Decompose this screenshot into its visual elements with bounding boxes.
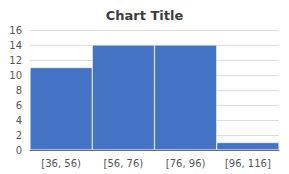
svg-text:16: 16 <box>9 25 22 36</box>
svg-text:Chart Title: Chart Title <box>106 8 184 23</box>
svg-text:10: 10 <box>9 70 22 81</box>
svg-text:[76, 96): [76, 96) <box>166 158 206 169</box>
svg-text:2: 2 <box>16 130 22 141</box>
svg-text:6: 6 <box>16 100 22 111</box>
svg-text:[56, 76): [56, 76) <box>104 158 144 169</box>
svg-text:4: 4 <box>16 115 22 126</box>
svg-text:[36, 56): [36, 56) <box>41 158 81 169</box>
svg-text:14: 14 <box>9 40 22 51</box>
svg-text:8: 8 <box>16 85 22 96</box>
svg-text:[96, 116]: [96, 116] <box>225 158 271 169</box>
svg-text:0: 0 <box>16 145 22 156</box>
svg-text:12: 12 <box>9 55 22 66</box>
